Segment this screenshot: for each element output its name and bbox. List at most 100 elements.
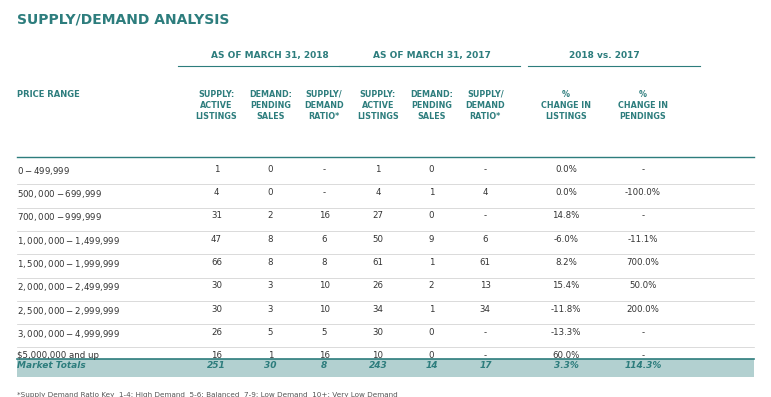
Text: -13.3%: -13.3% [550, 328, 581, 337]
Text: -: - [484, 328, 487, 337]
Text: AS OF MARCH 31, 2017: AS OF MARCH 31, 2017 [372, 51, 490, 60]
Text: %
CHANGE IN
PENDINGS: % CHANGE IN PENDINGS [618, 90, 668, 121]
Text: 34: 34 [480, 304, 491, 314]
Text: -: - [641, 165, 645, 174]
Text: 1: 1 [429, 304, 434, 314]
Text: -: - [484, 351, 487, 360]
Text: $2,500,000 - $2,999,999: $2,500,000 - $2,999,999 [17, 304, 120, 316]
Text: 114.3%: 114.3% [625, 361, 662, 370]
Text: -6.0%: -6.0% [554, 235, 578, 244]
Text: 10: 10 [318, 304, 329, 314]
Text: 26: 26 [372, 281, 383, 290]
Text: 15.4%: 15.4% [552, 281, 580, 290]
Text: 8: 8 [322, 258, 327, 267]
Text: -100.0%: -100.0% [625, 188, 661, 197]
Text: 17: 17 [479, 361, 492, 370]
Text: 200.0%: 200.0% [626, 304, 659, 314]
Text: $500,000 - $699,999: $500,000 - $699,999 [17, 188, 102, 200]
Text: 243: 243 [369, 361, 387, 370]
Text: $1,500,000 - $1,999,999: $1,500,000 - $1,999,999 [17, 258, 120, 270]
Text: 1: 1 [429, 188, 434, 197]
Text: $2,000,000 - $2,499,999: $2,000,000 - $2,499,999 [17, 281, 120, 293]
Text: 30: 30 [264, 361, 277, 370]
Text: 2: 2 [268, 211, 273, 220]
Text: 0: 0 [429, 351, 434, 360]
Text: $0 - $499,999: $0 - $499,999 [17, 165, 70, 177]
Text: 251: 251 [207, 361, 226, 370]
Text: 34: 34 [372, 304, 383, 314]
Text: *Supply Demand Ratio Key  1-4: High Demand  5-6: Balanced  7-9: Low Demand  10+:: *Supply Demand Ratio Key 1-4: High Deman… [17, 393, 398, 397]
Text: SUPPLY:
ACTIVE
LISTINGS: SUPPLY: ACTIVE LISTINGS [357, 90, 399, 121]
Text: 1: 1 [375, 165, 381, 174]
Text: 30: 30 [211, 281, 222, 290]
Text: 30: 30 [211, 304, 222, 314]
Text: Market Totals: Market Totals [17, 361, 86, 370]
Text: 0: 0 [268, 165, 273, 174]
Text: 2018 vs. 2017: 2018 vs. 2017 [569, 51, 640, 60]
Text: AS OF MARCH 31, 2018: AS OF MARCH 31, 2018 [211, 51, 329, 60]
Text: 3.3%: 3.3% [554, 361, 578, 370]
Text: 8: 8 [268, 235, 273, 244]
Text: 8: 8 [321, 361, 327, 370]
Text: 1: 1 [268, 351, 273, 360]
Text: -: - [641, 328, 645, 337]
Text: $5,000,000 and up: $5,000,000 and up [17, 351, 99, 360]
Text: 3: 3 [268, 281, 273, 290]
Text: 30: 30 [372, 328, 383, 337]
Text: SUPPLY:
ACTIVE
LISTINGS: SUPPLY: ACTIVE LISTINGS [196, 90, 237, 121]
Text: 6: 6 [483, 235, 488, 244]
Text: $700,000 - $999,999: $700,000 - $999,999 [17, 211, 102, 224]
Text: 14: 14 [426, 361, 438, 370]
Text: 16: 16 [318, 351, 329, 360]
Text: 60.0%: 60.0% [552, 351, 580, 360]
FancyBboxPatch shape [17, 359, 754, 381]
Text: -: - [322, 188, 325, 197]
Text: -11.8%: -11.8% [550, 304, 581, 314]
Text: 3: 3 [268, 304, 273, 314]
Text: 2: 2 [429, 281, 434, 290]
Text: -: - [641, 351, 645, 360]
Text: PRICE RANGE: PRICE RANGE [17, 90, 79, 99]
Text: 50.0%: 50.0% [629, 281, 657, 290]
Text: -: - [484, 211, 487, 220]
Text: 5: 5 [322, 328, 327, 337]
Text: DEMAND:
PENDING
SALES: DEMAND: PENDING SALES [249, 90, 291, 121]
Text: 61: 61 [480, 258, 491, 267]
Text: 0: 0 [268, 188, 273, 197]
Text: 0: 0 [429, 211, 434, 220]
Text: 1: 1 [214, 165, 219, 174]
Text: $3,000,000 - $4,999,999: $3,000,000 - $4,999,999 [17, 328, 120, 340]
Text: -11.1%: -11.1% [628, 235, 658, 244]
Text: 0: 0 [429, 165, 434, 174]
Text: 14.8%: 14.8% [552, 211, 580, 220]
Text: 4: 4 [214, 188, 219, 197]
Text: 9: 9 [429, 235, 434, 244]
Text: SUPPLY/
DEMAND
RATIO*: SUPPLY/ DEMAND RATIO* [305, 90, 344, 121]
Text: 10: 10 [318, 281, 329, 290]
Text: -: - [322, 165, 325, 174]
Text: 700.0%: 700.0% [626, 258, 659, 267]
Text: SUPPLY/DEMAND ANALYSIS: SUPPLY/DEMAND ANALYSIS [17, 13, 229, 27]
Text: -: - [484, 165, 487, 174]
Text: %
CHANGE IN
LISTINGS: % CHANGE IN LISTINGS [541, 90, 591, 121]
Text: 27: 27 [372, 211, 383, 220]
Text: DEMAND:
PENDING
SALES: DEMAND: PENDING SALES [410, 90, 453, 121]
Text: 4: 4 [483, 188, 488, 197]
Text: 31: 31 [211, 211, 222, 220]
Text: 0.0%: 0.0% [555, 165, 577, 174]
Text: 4: 4 [375, 188, 381, 197]
Text: 10: 10 [372, 351, 383, 360]
Text: 0.0%: 0.0% [555, 188, 577, 197]
Text: 8.2%: 8.2% [555, 258, 577, 267]
Text: 13: 13 [480, 281, 491, 290]
Text: 61: 61 [372, 258, 383, 267]
Text: 16: 16 [211, 351, 222, 360]
Text: 5: 5 [268, 328, 273, 337]
Text: SUPPLY/
DEMAND
RATIO*: SUPPLY/ DEMAND RATIO* [466, 90, 505, 121]
Text: 1: 1 [429, 258, 434, 267]
Text: 50: 50 [372, 235, 383, 244]
Text: 66: 66 [211, 258, 222, 267]
Text: 47: 47 [211, 235, 222, 244]
Text: 0: 0 [429, 328, 434, 337]
Text: 6: 6 [322, 235, 327, 244]
